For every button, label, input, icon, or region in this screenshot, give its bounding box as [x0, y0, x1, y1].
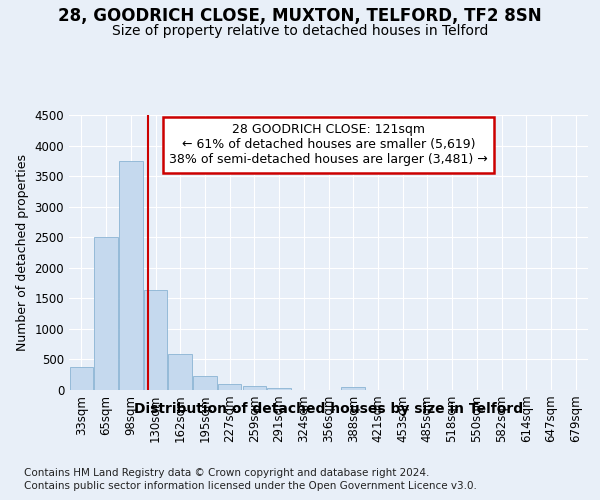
Bar: [268, 388, 291, 390]
Text: Contains HM Land Registry data © Crown copyright and database right 2024.: Contains HM Land Registry data © Crown c…: [24, 468, 430, 477]
Text: Distribution of detached houses by size in Telford: Distribution of detached houses by size …: [134, 402, 523, 416]
Y-axis label: Number of detached properties: Number of detached properties: [16, 154, 29, 351]
Bar: [119, 161, 143, 390]
Bar: [242, 386, 266, 390]
Text: Size of property relative to detached houses in Telford: Size of property relative to detached ho…: [112, 24, 488, 38]
Text: Contains public sector information licensed under the Open Government Licence v3: Contains public sector information licen…: [24, 481, 477, 491]
Bar: [341, 387, 365, 390]
Bar: [218, 384, 241, 390]
Bar: [144, 290, 167, 390]
Bar: [94, 237, 118, 390]
Bar: [169, 354, 192, 390]
Bar: [70, 368, 93, 390]
Text: 28 GOODRICH CLOSE: 121sqm
← 61% of detached houses are smaller (5,619)
38% of se: 28 GOODRICH CLOSE: 121sqm ← 61% of detac…: [169, 123, 488, 166]
Bar: [193, 376, 217, 390]
Text: 28, GOODRICH CLOSE, MUXTON, TELFORD, TF2 8SN: 28, GOODRICH CLOSE, MUXTON, TELFORD, TF2…: [58, 8, 542, 26]
